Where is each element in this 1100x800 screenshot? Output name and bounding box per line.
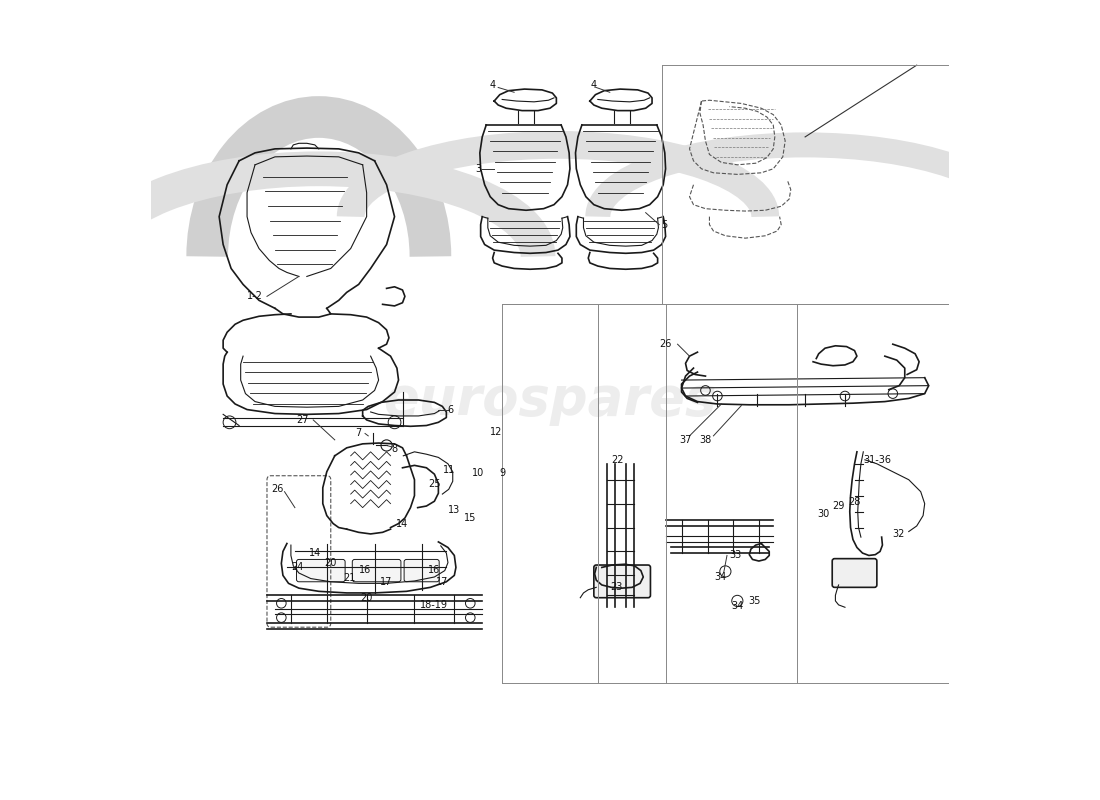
Text: 12: 12 (490, 427, 502, 437)
FancyBboxPatch shape (404, 559, 439, 582)
Text: 14: 14 (309, 548, 321, 558)
Text: 15: 15 (464, 513, 476, 523)
Text: 23: 23 (610, 582, 623, 592)
Text: 16: 16 (359, 565, 371, 575)
Text: 30: 30 (817, 509, 829, 519)
Text: 25: 25 (428, 478, 441, 489)
FancyBboxPatch shape (352, 559, 400, 582)
Text: 20: 20 (361, 593, 373, 602)
FancyBboxPatch shape (833, 558, 877, 587)
Text: 6: 6 (448, 405, 453, 414)
Text: 20: 20 (324, 558, 337, 568)
Text: 10: 10 (472, 468, 484, 478)
FancyBboxPatch shape (594, 565, 650, 598)
Text: 14: 14 (396, 518, 408, 529)
FancyBboxPatch shape (297, 559, 345, 582)
Text: 5: 5 (662, 220, 668, 230)
Text: 9: 9 (499, 468, 505, 478)
Text: 35: 35 (748, 596, 760, 606)
Text: 34: 34 (732, 601, 744, 610)
Text: 4: 4 (591, 80, 597, 90)
Text: 8: 8 (392, 445, 397, 454)
Text: 4: 4 (490, 80, 496, 90)
Text: 21: 21 (343, 573, 355, 582)
Text: 38: 38 (700, 435, 712, 445)
Text: 34: 34 (715, 572, 727, 582)
Text: 16: 16 (428, 565, 440, 575)
Text: 11: 11 (442, 465, 455, 475)
Text: 31-36: 31-36 (862, 454, 891, 465)
Text: 17: 17 (437, 577, 449, 586)
Text: 37: 37 (680, 435, 692, 445)
Text: 17: 17 (381, 577, 393, 586)
Text: 32: 32 (892, 529, 904, 539)
Text: 22: 22 (612, 454, 624, 465)
Text: 29: 29 (833, 501, 845, 511)
Text: eurospares: eurospares (383, 374, 717, 426)
Text: 18-19: 18-19 (420, 600, 449, 610)
Text: 13: 13 (448, 505, 461, 515)
Text: 28: 28 (848, 497, 860, 507)
Text: 24: 24 (292, 562, 304, 573)
Text: 7: 7 (355, 429, 362, 438)
Text: 26: 26 (272, 484, 284, 494)
Text: 26: 26 (659, 339, 672, 349)
Text: 27: 27 (297, 415, 309, 425)
Text: 1-2: 1-2 (248, 291, 263, 302)
Text: 33: 33 (729, 550, 741, 561)
Text: 3: 3 (475, 164, 482, 174)
